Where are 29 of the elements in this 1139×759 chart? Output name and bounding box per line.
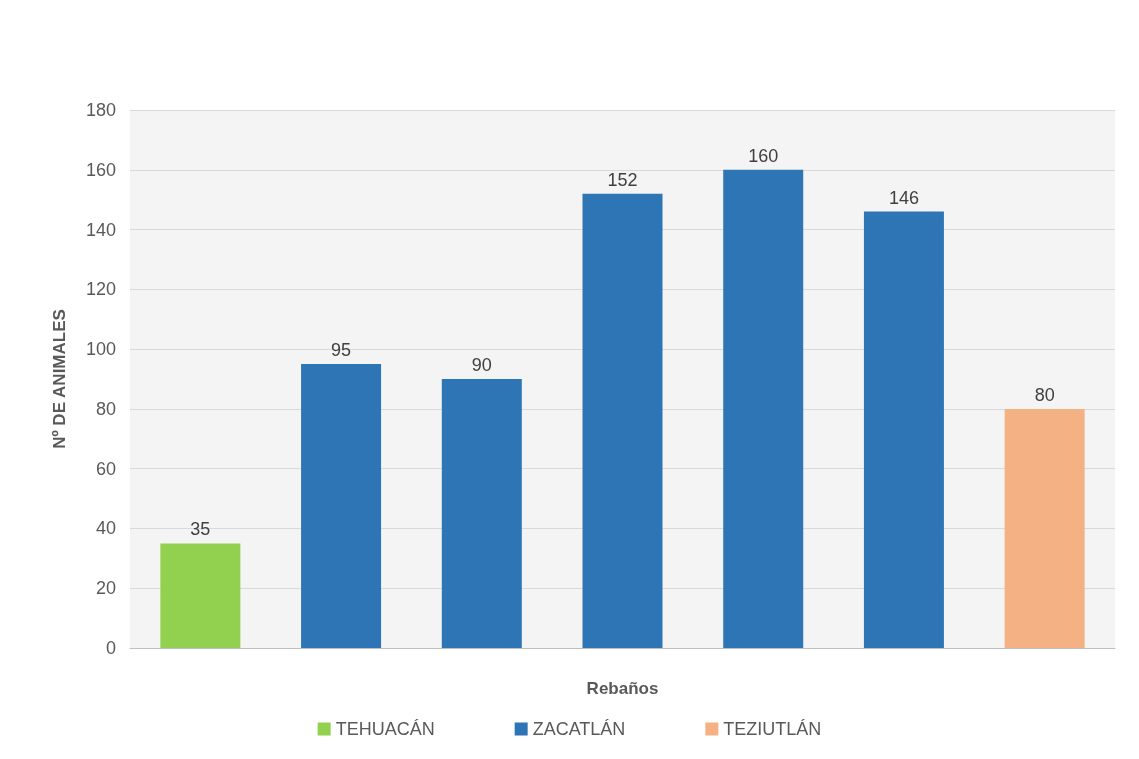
legend-label: TEHUACÁN bbox=[335, 719, 435, 739]
y-tick-label: 100 bbox=[85, 339, 116, 360]
y-tick-label: 20 bbox=[95, 578, 116, 599]
bar bbox=[863, 211, 944, 648]
bar bbox=[723, 169, 804, 648]
y-tick-label: 120 bbox=[85, 279, 116, 300]
bar bbox=[160, 543, 241, 648]
y-tick-label: 180 bbox=[85, 100, 116, 120]
data-label: 80 bbox=[1034, 384, 1055, 405]
y-tick-label: 140 bbox=[85, 219, 116, 240]
bar bbox=[582, 193, 663, 648]
data-label: 152 bbox=[607, 169, 638, 190]
x-axis-title: Rebaños bbox=[586, 679, 659, 698]
y-axis-title: Nº DE ANIMALES bbox=[50, 309, 69, 449]
y-tick-label: 60 bbox=[95, 458, 116, 479]
data-label: 35 bbox=[190, 519, 211, 540]
legend-label: ZACATLÁN bbox=[532, 719, 626, 739]
y-tick-label: 160 bbox=[85, 159, 116, 180]
bar bbox=[441, 379, 522, 648]
data-label: 90 bbox=[471, 355, 492, 375]
y-tick-label: 0 bbox=[105, 638, 116, 658]
data-label: 160 bbox=[748, 145, 779, 166]
legend-label: TEZIUTLÁN bbox=[723, 719, 822, 739]
y-tick-label: 40 bbox=[95, 518, 116, 539]
data-label: 95 bbox=[331, 340, 352, 361]
y-tick-label: 80 bbox=[95, 398, 116, 419]
bar bbox=[1004, 408, 1085, 648]
data-label: 146 bbox=[888, 187, 919, 208]
bar bbox=[301, 364, 382, 648]
